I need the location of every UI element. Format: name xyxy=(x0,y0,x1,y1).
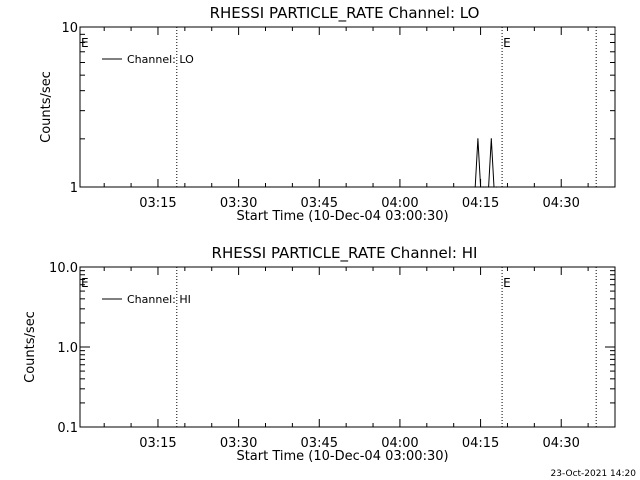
x-tick-label-hi: 04:00 xyxy=(381,436,418,451)
x-tick-label-hi: 03:30 xyxy=(220,436,257,451)
x-tick-label-hi: 04:30 xyxy=(542,436,579,451)
series-line-lo xyxy=(474,138,497,188)
legend-label-lo: Channel: LO xyxy=(127,53,194,66)
y-tick-label-hi: 1.0 xyxy=(57,341,78,356)
plot-frame-lo xyxy=(79,26,616,188)
y-axis-label-hi: Counts/sec xyxy=(23,311,38,383)
x-tick-label-hi: 03:15 xyxy=(139,436,176,451)
y-tick-label-hi: 0.1 xyxy=(57,421,78,436)
data-point-lo xyxy=(488,186,490,188)
data-point-lo xyxy=(477,138,479,140)
data-point-lo xyxy=(482,186,484,188)
legend-label-hi: Channel: HI xyxy=(127,293,191,306)
x-tick-label-lo: 03:15 xyxy=(139,196,176,211)
corner-label-hi: E xyxy=(81,276,89,290)
x-tick-label-lo: 04:30 xyxy=(542,196,579,211)
footer-timestamp: 23-Oct-2021 14:20 xyxy=(551,469,637,479)
y-tick-label-lo: 10 xyxy=(61,21,78,36)
y-axis-label-lo: Counts/sec xyxy=(39,71,54,143)
x-tick-label-lo: 04:15 xyxy=(462,196,499,211)
chart-title-hi: RHESSI PARTICLE_RATE Channel: HI xyxy=(212,244,478,263)
chart-title-lo: RHESSI PARTICLE_RATE Channel: LO xyxy=(210,4,480,23)
x-tick-label-lo: 04:00 xyxy=(381,196,418,211)
data-point-lo xyxy=(474,186,476,188)
event-marker-label-lo: E xyxy=(503,36,511,50)
plot-frame-hi xyxy=(79,266,616,428)
data-point-lo xyxy=(490,138,492,140)
x-tick-label-hi: 03:45 xyxy=(301,436,338,451)
data-point-lo xyxy=(496,186,498,188)
corner-label-lo: E xyxy=(81,36,89,50)
panel-hi: RHESSI PARTICLE_RATE Channel: HI 03:15 03:… xyxy=(23,244,616,464)
panel-lo: RHESSI PARTICLE_RATE Channel: LO 03:15 03:… xyxy=(39,4,616,224)
x-tick-label-hi: 04:15 xyxy=(462,436,499,451)
x-axis-label-hi: Start Time (10-Dec-04 03:00:30) xyxy=(236,449,448,464)
x-axis-label-lo: Start Time (10-Dec-04 03:00:30) xyxy=(236,209,448,224)
data-point-lo xyxy=(485,186,487,188)
x-tick-label-lo: 03:30 xyxy=(220,196,257,211)
y-tick-label-hi: 10.0 xyxy=(49,261,78,276)
data-point-lo xyxy=(493,186,495,188)
x-tick-label-lo: 03:45 xyxy=(301,196,338,211)
y-tick-label-lo: 1 xyxy=(70,181,78,196)
event-marker-label-hi: E xyxy=(503,276,511,290)
data-point-lo xyxy=(479,186,482,188)
